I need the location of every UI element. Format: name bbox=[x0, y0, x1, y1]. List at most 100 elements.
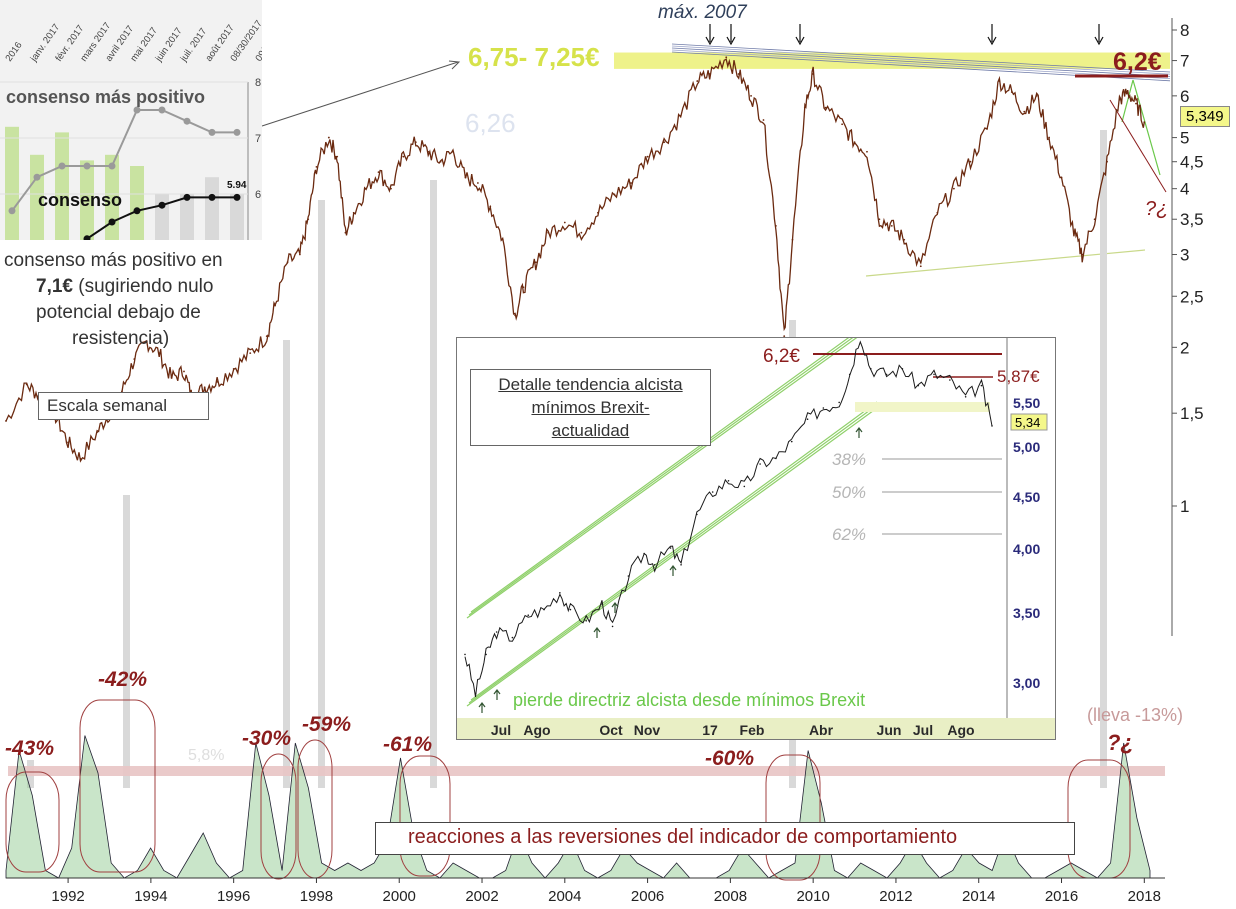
reacciones-box bbox=[375, 822, 1075, 855]
price-point-9 bbox=[133, 358, 136, 360]
inset-price-point-31 bbox=[901, 368, 904, 370]
inset-price-point-33 bbox=[933, 373, 935, 376]
x-tick-label-10: 2012 bbox=[879, 888, 912, 905]
channel-upper-0 bbox=[466, 322, 878, 619]
reacciones-label: reacciones a las reversiones del indicad… bbox=[408, 826, 958, 848]
price-point-16 bbox=[216, 380, 219, 383]
reaction-pct-5: -61% bbox=[383, 733, 433, 756]
inset-price-point-9 bbox=[585, 620, 588, 622]
consensus-bar-5 bbox=[130, 166, 144, 240]
price-point-78 bbox=[1023, 110, 1026, 113]
top-arrow-head-2 bbox=[795, 36, 805, 46]
escala-label-box: Escala semanal bbox=[38, 392, 209, 420]
inset-up-arrow-5 bbox=[855, 427, 863, 438]
price-point-42 bbox=[522, 286, 525, 289]
price-point-30 bbox=[377, 171, 380, 174]
price-point-26 bbox=[336, 155, 339, 158]
consenso-positivo-point-8 bbox=[208, 128, 216, 136]
consenso-positivo-line bbox=[11, 109, 237, 212]
inset-price-point-6 bbox=[543, 608, 545, 611]
inset-price-point-18 bbox=[711, 491, 714, 493]
inset-price-point-26 bbox=[838, 401, 840, 404]
consensus-x-tick-0: 2016 bbox=[3, 40, 24, 64]
trendline-bundle-3 bbox=[671, 49, 1171, 79]
price-point-40 bbox=[501, 238, 504, 241]
price-point-71 bbox=[919, 265, 922, 268]
trendline-bundle-2 bbox=[671, 47, 1171, 77]
inset-price-point-4 bbox=[511, 636, 514, 639]
consenso-point-3 bbox=[133, 207, 141, 215]
price-point-86 bbox=[1118, 98, 1121, 101]
price-point-54 bbox=[708, 73, 711, 75]
price-point-89 bbox=[1143, 121, 1146, 123]
y-tick-label-2: 6 bbox=[1180, 87, 1189, 106]
projection-green-2 bbox=[1121, 79, 1134, 123]
price-point-45 bbox=[563, 221, 566, 224]
inset-title-2: mínimos Brexit- bbox=[531, 398, 650, 417]
indicator-area bbox=[5, 735, 1151, 879]
price-point-17 bbox=[232, 368, 235, 370]
price-point-36 bbox=[452, 150, 454, 153]
inset-y-tick-4: 3,50 bbox=[1013, 605, 1040, 621]
consenso-line bbox=[84, 196, 237, 240]
price-point-12 bbox=[170, 376, 173, 379]
consensus-bar-6 bbox=[155, 194, 169, 240]
inset-current-label: 5,34 bbox=[1015, 415, 1040, 430]
y-tick-label-11: 1 bbox=[1180, 497, 1189, 516]
consenso-positivo-point-1 bbox=[33, 173, 41, 181]
inset-y-tick-3: 4,00 bbox=[1013, 541, 1040, 557]
price-point-6 bbox=[96, 431, 98, 434]
price-point-84 bbox=[1093, 218, 1096, 221]
inset-price-point-23 bbox=[790, 440, 793, 443]
price-point-88 bbox=[1135, 102, 1137, 105]
reversal-marker-1 bbox=[123, 495, 130, 788]
reaction-pct-4: -59% bbox=[302, 713, 352, 736]
consenso-positivo-point-9 bbox=[233, 128, 241, 136]
price-point-74 bbox=[969, 160, 972, 163]
inset-up-arrow-0 bbox=[478, 702, 486, 713]
price-point-50 bbox=[646, 155, 649, 158]
channel-lower-2 bbox=[470, 401, 878, 701]
inset-x-tick-8: Jul bbox=[913, 722, 933, 738]
x-tick-label-0: 1992 bbox=[51, 888, 84, 905]
x-tick-label-5: 2002 bbox=[465, 888, 498, 905]
reversal-marker-3 bbox=[318, 200, 325, 788]
price-point-67 bbox=[866, 150, 868, 153]
level-62-label: 6,2€ bbox=[1113, 48, 1162, 76]
channel-upper-2 bbox=[470, 316, 878, 613]
fib-label-2: 62% bbox=[832, 525, 866, 544]
x-tick-label-1: 1994 bbox=[134, 888, 167, 905]
price-point-35 bbox=[439, 160, 442, 163]
price-point-68 bbox=[878, 218, 881, 221]
reversal-ellipse-5 bbox=[765, 754, 821, 881]
x-tick-label-8: 2008 bbox=[714, 888, 747, 905]
price-point-31 bbox=[390, 187, 392, 190]
inset-price-point-34 bbox=[949, 379, 951, 381]
inset-price-point-17 bbox=[696, 513, 698, 516]
inset-y-tick-0: 5,50 bbox=[1013, 395, 1040, 411]
consensus-arrow-head bbox=[448, 60, 461, 70]
max-2007-label: máx. 2007 bbox=[658, 2, 747, 23]
price-point-66 bbox=[853, 141, 856, 144]
reversal-ellipse-1 bbox=[79, 699, 156, 873]
price-point-76 bbox=[998, 80, 1001, 82]
x-tick-label-6: 2004 bbox=[548, 888, 581, 905]
consensus-note-3: potencial debajo de bbox=[36, 302, 201, 323]
consensus-note-line2: 7,1€ (sugiriendo nulo bbox=[36, 276, 213, 298]
consensus-y-tick-2: 6 bbox=[255, 189, 261, 201]
inset-price-point-14 bbox=[653, 564, 656, 566]
inset-up-arrow-4 bbox=[669, 565, 677, 576]
consenso-positivo-point-3 bbox=[83, 162, 91, 170]
inset-price-point-1 bbox=[474, 692, 477, 695]
price-point-4 bbox=[67, 441, 69, 444]
price-point-49 bbox=[630, 182, 632, 184]
support-line bbox=[865, 249, 1146, 277]
price-point-60 bbox=[783, 335, 786, 338]
price-point-56 bbox=[737, 73, 740, 75]
top-arrow-head-3 bbox=[987, 36, 997, 46]
inset-price-point-2 bbox=[485, 653, 487, 656]
inset-price-point-19 bbox=[727, 480, 730, 482]
price-point-39 bbox=[489, 205, 492, 208]
price-point-85 bbox=[1106, 160, 1108, 163]
price-point-79 bbox=[1035, 94, 1038, 97]
